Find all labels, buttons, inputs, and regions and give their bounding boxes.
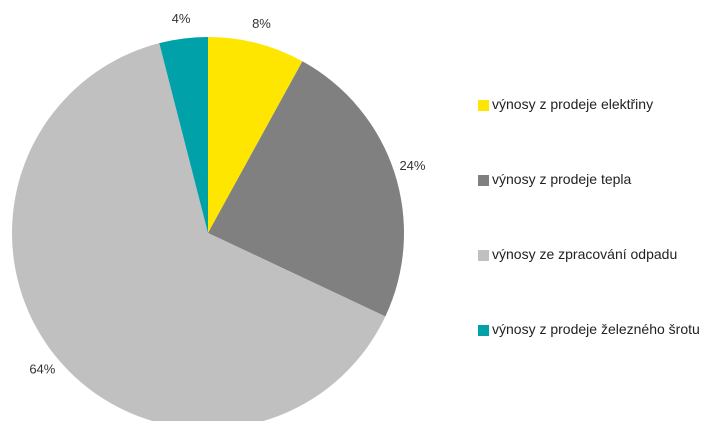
legend-item: výnosy z prodeje tepla [478,171,728,246]
data-label: 24% [399,158,425,173]
legend-label: výnosy ze zpracování odpadu [492,246,678,262]
legend-label: výnosy z prodeje tepla [492,171,632,187]
legend-label: výnosy z prodeje železného šrotu [492,321,700,337]
legend-item: výnosy z prodeje železného šrotu [478,321,728,396]
legend-swatch [478,250,489,261]
pie-slice [12,43,386,421]
legend-swatch [478,100,489,111]
legend-label: výnosy z prodeje elektřiny [492,96,654,112]
pie-slice [208,37,303,233]
pie-slice [159,37,208,233]
pie-slice [208,61,404,317]
legend-item: výnosy z prodeje elektřiny [478,96,728,171]
legend-item: výnosy ze zpracování odpadu [478,246,728,321]
data-label: 8% [252,16,271,31]
legend-swatch [478,175,489,186]
legend-swatch [478,325,489,336]
data-label: 64% [29,361,55,376]
legend: výnosy z prodeje elektřiny výnosy z prode… [478,96,728,396]
data-label: 4% [172,11,191,26]
